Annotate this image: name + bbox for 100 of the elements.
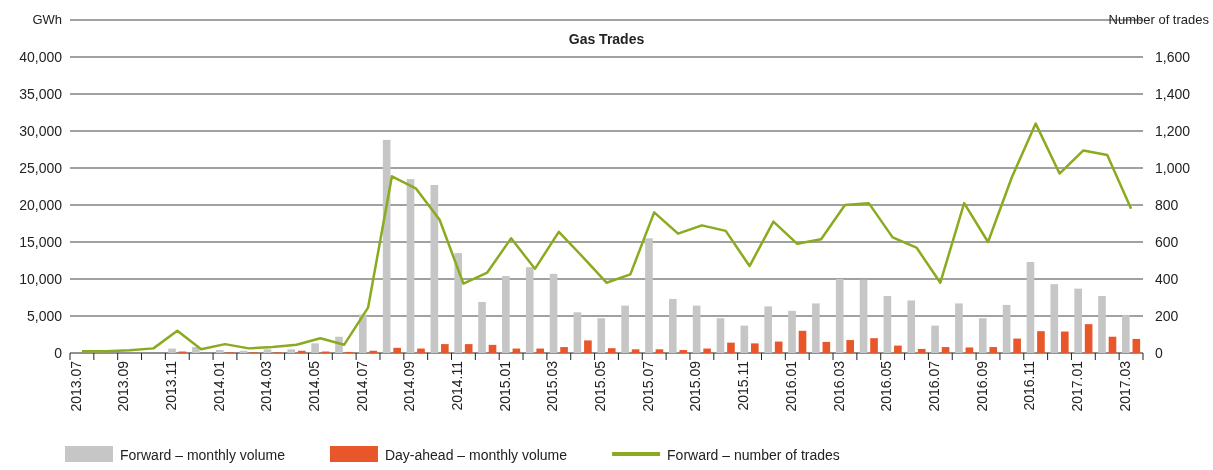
bar (740, 325, 749, 353)
bar (584, 340, 592, 353)
bar (168, 348, 176, 353)
bar (1108, 336, 1117, 353)
y2-tick-label: 600 (1155, 233, 1179, 250)
bar (369, 350, 378, 353)
bar (1084, 324, 1093, 353)
bar (822, 341, 831, 353)
x-tick-label: 2015.07 (639, 360, 656, 412)
x-tick-label: 2016.01 (782, 360, 799, 412)
bar (859, 279, 868, 353)
x-tick-label: 2015.11 (735, 360, 752, 411)
bar (417, 348, 425, 353)
y-tick-label: 30,000 (19, 122, 63, 139)
y-tick-label: 10,000 (19, 270, 63, 287)
bar (464, 344, 473, 353)
x-tick-label: 2015.09 (687, 360, 704, 412)
bar (679, 350, 688, 353)
y-tick-label: 15,000 (19, 233, 63, 250)
y-tick-label: 40,000 (19, 48, 63, 65)
x-tick-label: 2013.09 (115, 360, 132, 412)
bar (870, 338, 878, 353)
bar (931, 325, 939, 353)
bar (835, 279, 844, 353)
bar (764, 306, 772, 353)
bar (978, 318, 987, 353)
bar (645, 238, 653, 353)
bar (560, 347, 568, 353)
bar (607, 348, 616, 353)
x-tick-label: 2016.07 (925, 360, 942, 412)
bar (703, 348, 711, 353)
y2-tick-label: 1,200 (1155, 122, 1191, 139)
bar (621, 305, 629, 353)
bar (573, 312, 582, 353)
bar (1037, 331, 1045, 353)
bar (1074, 288, 1082, 353)
bar (1122, 315, 1130, 353)
x-tick-label: 2016.05 (878, 360, 895, 412)
bar (597, 318, 606, 353)
bar (478, 301, 486, 353)
bar (989, 347, 998, 353)
x-tick-label: 2016.03 (830, 360, 847, 412)
y2-tick-label: 200 (1155, 307, 1179, 324)
y2-tick-label: 800 (1155, 196, 1179, 213)
bar (536, 348, 545, 353)
x-tick-label: 2014.11 (449, 360, 466, 411)
legend-label: Day-ahead – monthly volume (384, 447, 568, 463)
y2-tick-label: 400 (1155, 270, 1179, 287)
y2-tick-label: 0 (1155, 344, 1163, 361)
x-tick-label: 2015.05 (592, 360, 609, 412)
bar (907, 300, 916, 353)
y-tick-label: 5,000 (26, 307, 63, 324)
x-tick-label: 2014.03 (258, 360, 275, 412)
bar (692, 305, 701, 353)
bar (297, 350, 306, 353)
y-tick-label: 0 (54, 344, 63, 361)
x-tick-label: 2016.11 (1021, 360, 1038, 411)
bar (1132, 338, 1141, 353)
y-tick-label: 35,000 (19, 85, 63, 102)
bar (1002, 304, 1011, 353)
bar (1098, 296, 1106, 353)
bar (655, 349, 664, 353)
bar (955, 303, 963, 353)
x-tick-label: 2016.09 (973, 360, 990, 412)
y2-tick-label: 1,400 (1155, 85, 1191, 102)
x-tick-label: 2013.07 (67, 360, 84, 412)
x-tick-label: 2015.03 (544, 360, 561, 412)
y-tick-label: 25,000 (19, 159, 63, 176)
bar (727, 342, 735, 353)
y2-axis-title: Number of trades (1108, 12, 1210, 27)
x-tick-label: 2014.01 (210, 360, 227, 412)
bar (941, 347, 950, 353)
bar (441, 344, 449, 353)
bar (668, 298, 677, 353)
bar (917, 348, 926, 353)
x-tick-label: 2014.07 (353, 360, 370, 412)
bar (393, 347, 401, 353)
bar (406, 179, 415, 353)
bar (359, 314, 367, 353)
y2-tick-label: 1,000 (1155, 159, 1191, 176)
y-axis-title: GWh (32, 12, 62, 27)
y-tick-label: 20,000 (19, 196, 63, 213)
bar (1013, 338, 1021, 353)
x-tick-label: 2017.01 (1068, 360, 1085, 412)
bar (454, 253, 462, 353)
bar (788, 310, 796, 353)
bar (215, 350, 224, 353)
bar (525, 267, 534, 353)
bar (812, 303, 820, 353)
x-tick-label: 2014.05 (305, 360, 322, 412)
y2-tick-label: 1,600 (1155, 48, 1191, 65)
bar (502, 276, 510, 353)
bar (716, 318, 725, 353)
x-tick-label: 2017.03 (1116, 360, 1133, 412)
bar (488, 344, 497, 353)
bar (883, 296, 892, 353)
bar (798, 330, 807, 353)
bar (751, 343, 759, 353)
bar (1060, 331, 1069, 353)
bar (965, 347, 974, 353)
